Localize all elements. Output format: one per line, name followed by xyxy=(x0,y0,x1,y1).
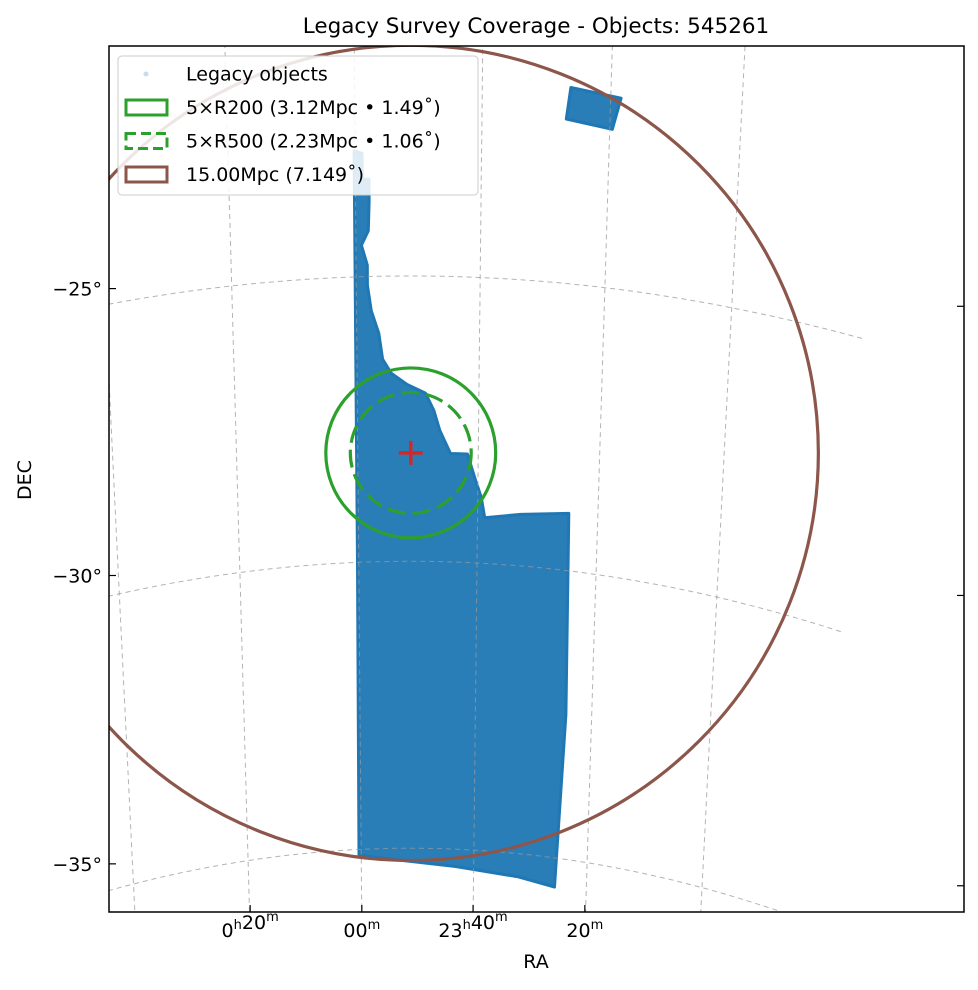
legend-label: 5×R500 (2.23Mpc • 1.06˚) xyxy=(186,131,441,153)
legend-label: Legacy objects xyxy=(186,64,328,86)
dec-tick-label: −30° xyxy=(52,565,102,587)
axes-frame xyxy=(108,45,965,913)
ra-tick-label: 23h40m xyxy=(438,910,507,942)
grid-line-ra xyxy=(224,46,251,912)
coverage-region xyxy=(564,86,623,131)
grid-line-ra xyxy=(585,46,613,912)
legend-label: 5×R200 (3.12Mpc • 1.49˚) xyxy=(186,97,441,119)
circle-layer xyxy=(109,46,820,862)
legend-marker xyxy=(124,132,169,150)
legend: Legacy objects 5×R200 (3.12Mpc • 1.49˚) 5×… xyxy=(117,55,479,196)
legend-marker xyxy=(124,98,169,117)
legend-marker-points xyxy=(143,71,149,77)
radius-circle xyxy=(348,390,473,515)
grid-line-dec xyxy=(109,847,784,912)
plot-area xyxy=(109,46,863,912)
ra-tick-label: 00m xyxy=(343,918,380,942)
dec-tick-label: −35° xyxy=(52,854,102,876)
chart-title: Legacy Survey Coverage - Objects: 545261 xyxy=(303,14,769,39)
tick-layer: −25° −30° −35° 0h20m 00m 23h40m 20m xyxy=(52,279,964,942)
grid-line-ra xyxy=(472,46,484,912)
coverage-layer xyxy=(352,86,623,889)
x-axis-label: RA xyxy=(523,951,548,973)
legend-marker xyxy=(124,165,169,184)
y-axis-label: DEC xyxy=(14,460,36,500)
cluster-center-marker xyxy=(398,440,423,465)
radius-circle xyxy=(109,46,820,862)
legend-label: 15.00Mpc (7.149˚) xyxy=(186,164,364,186)
coverage-region xyxy=(352,149,571,889)
ra-tick-label: 20m xyxy=(566,918,603,942)
radius-circle xyxy=(324,366,498,540)
dec-tick-label: −25° xyxy=(52,279,102,301)
grid-line-ra xyxy=(700,46,746,912)
legend-frame xyxy=(117,55,479,196)
ra-tick-label: 0h20m xyxy=(222,910,279,942)
